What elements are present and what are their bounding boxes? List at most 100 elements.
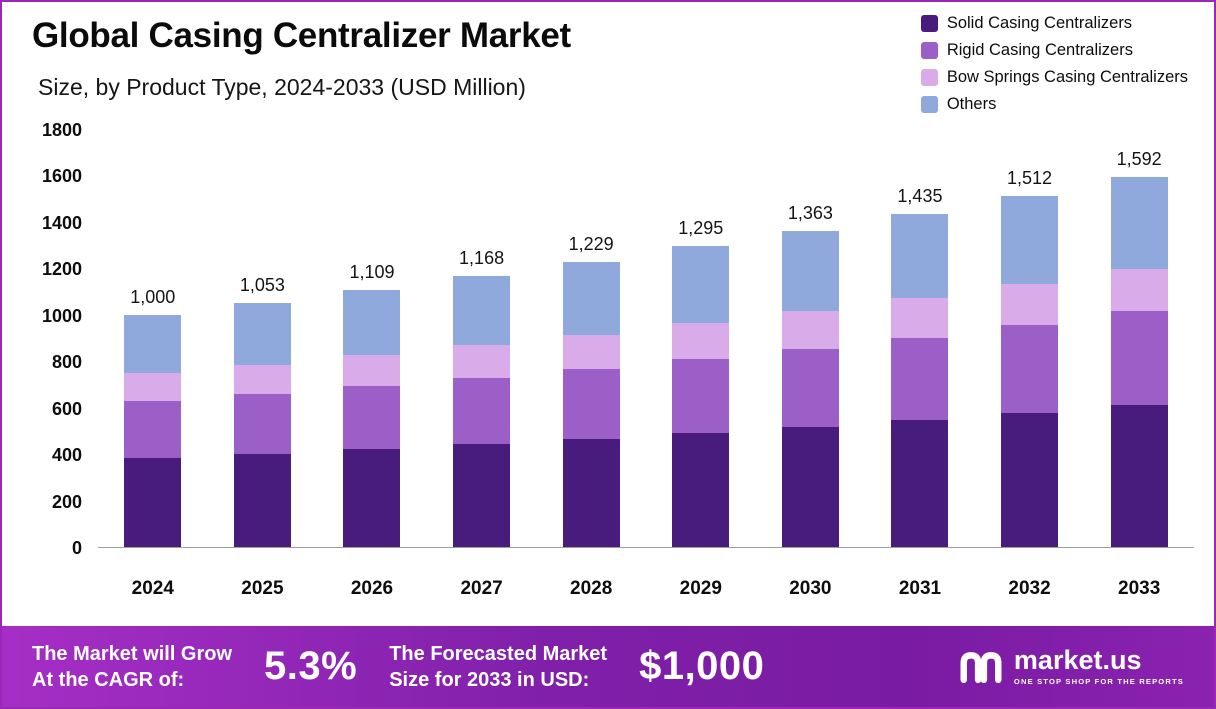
x-axis-label: 2033: [1118, 578, 1161, 599]
bar-segment: [1110, 311, 1168, 406]
bar-segment: [891, 213, 949, 299]
bar-segment: [1001, 325, 1059, 414]
bar-total-label: 1,053: [239, 274, 285, 295]
x-axis-label: 2027: [460, 578, 503, 599]
bar-segment: [562, 368, 620, 439]
x-axis-label: 2032: [1008, 578, 1051, 599]
x-axis-label: 2029: [679, 578, 722, 599]
bar-segment: [343, 386, 401, 450]
y-axis-tick: 1600: [41, 166, 82, 187]
forecast-label-line2: Size for 2033 in USD:: [389, 668, 590, 691]
y-axis-tick: 1800: [41, 120, 82, 140]
marketus-logo-text: market.us ONE STOP SHOP FOR THE REPORTS: [1013, 647, 1184, 687]
cagr-label-line2: At the CAGR of:: [32, 668, 185, 691]
bar-column: 1,109: [317, 130, 427, 547]
cagr-value: 5.3%: [264, 644, 358, 688]
x-axis-label: 2025: [241, 578, 284, 599]
bar-segment: [1001, 284, 1059, 326]
marketus-logo-tagline: ONE STOP SHOP FOR THE REPORTS: [1013, 677, 1184, 686]
bar-plot: 1,000 1,053 1,109 1,168 1,229 1,295 1,363 1,435…: [98, 130, 1194, 548]
legend-item: Rigid Casing Centralizers: [920, 41, 1188, 60]
legend-swatch: [920, 15, 938, 32]
bar-segment: [124, 457, 182, 547]
bar-segment: [343, 449, 401, 547]
bar-segment: [453, 377, 511, 445]
bar-segment: [781, 230, 839, 312]
bar-segment: [1110, 405, 1168, 547]
bar-total-label: 1,512: [1007, 167, 1053, 188]
x-axis-label: 2024: [131, 578, 174, 599]
stacked-bar: [233, 302, 291, 547]
marketus-logo-icon: [958, 645, 1004, 688]
chart-area: Global Casing Centralizer Market Size, b…: [2, 2, 1214, 626]
bar-segment: [1001, 413, 1059, 547]
bar-segment: [1110, 268, 1168, 312]
legend-label: Bow Springs Casing Centralizers: [946, 68, 1188, 86]
y-axis-tick: 800: [51, 352, 82, 373]
y-axis-tick: 600: [51, 398, 82, 419]
bar-segment: [562, 438, 620, 547]
bar-segment: [672, 246, 730, 324]
bar-segment: [672, 432, 730, 547]
y-axis-tick: 1000: [41, 305, 82, 326]
legend-swatch: [920, 69, 938, 86]
x-axis-label: 2030: [789, 578, 832, 599]
bar-segment: [672, 323, 730, 360]
stacked-bar: [672, 246, 730, 547]
bar-segment: [891, 420, 949, 547]
bar-total-label: 1,363: [787, 202, 833, 223]
stacked-bar: [124, 314, 182, 547]
stacked-bar: [453, 275, 511, 547]
legend-label: Rigid Casing Centralizers: [946, 41, 1133, 59]
bar-column: 1,168: [427, 130, 537, 547]
legend-item: Solid Casing Centralizers: [920, 14, 1188, 33]
bar-segment: [343, 289, 401, 356]
stacked-bar: [1110, 177, 1168, 547]
y-axis-tick: 1400: [41, 212, 82, 233]
x-axis-label: 2026: [350, 578, 394, 599]
marketus-logo: market.us ONE STOP SHOP FOR THE REPORTS: [958, 645, 1184, 688]
footer-banner: The Market will Grow At the CAGR of: 5.3…: [2, 626, 1214, 707]
stacked-bar: [343, 289, 401, 547]
x-axis-label: 2031: [898, 578, 942, 599]
cagr-label-line1: The Market will Grow: [32, 642, 233, 665]
chart-legend: Solid Casing Centralizers Rigid Casing Ce…: [920, 14, 1188, 114]
bar-segment: [233, 302, 291, 365]
legend-swatch: [920, 42, 938, 59]
legend-label: Others: [946, 95, 997, 113]
y-axis: 0 200 400 600 800 1000 1200 1400 1600 1800: [14, 120, 82, 558]
bar-segment: [891, 298, 949, 339]
bar-segment: [124, 372, 182, 401]
bar-column: 1,295: [646, 130, 756, 547]
forecast-value: $1,000: [639, 644, 765, 688]
bar-column: 1,435: [865, 130, 975, 547]
bar-segment: [233, 394, 291, 455]
stacked-bar: [781, 230, 839, 547]
chart-subtitle: Size, by Product Type, 2024-2033 (USD Mi…: [38, 74, 526, 100]
bar-segment: [233, 364, 291, 395]
bar-total-label: 1,229: [568, 233, 614, 254]
bar-segment: [562, 334, 620, 369]
stacked-bar: [562, 261, 620, 547]
stacked-bar: [891, 213, 949, 547]
bar-total-label: 1,109: [349, 261, 395, 282]
bar-total-label: 1,168: [459, 247, 505, 268]
x-axis-label: 2028: [570, 578, 613, 599]
bar-column: 1,592: [1084, 130, 1194, 547]
legend-item: Bow Springs Casing Centralizers: [920, 68, 1188, 87]
forecast-label: The Forecasted Market Size for 2033 in U…: [389, 641, 607, 693]
cagr-label: The Market will Grow At the CAGR of:: [32, 641, 232, 693]
bar-column: 1,229: [536, 130, 646, 547]
bar-column: 1,000: [98, 130, 208, 547]
bar-segment: [891, 338, 949, 421]
y-axis-tick: 200: [51, 491, 82, 512]
bar-segment: [233, 454, 291, 547]
bar-segment: [343, 355, 401, 387]
bar-column: 1,053: [208, 130, 318, 547]
bar-segment: [1110, 177, 1168, 269]
legend-label: Solid Casing Centralizers: [946, 14, 1133, 32]
x-axis: 2024 2025 2026 2027 2028 2029 2030 2031 2032 2033: [98, 578, 1194, 600]
bar-segment: [1001, 195, 1059, 285]
bar-segment: [124, 314, 182, 373]
